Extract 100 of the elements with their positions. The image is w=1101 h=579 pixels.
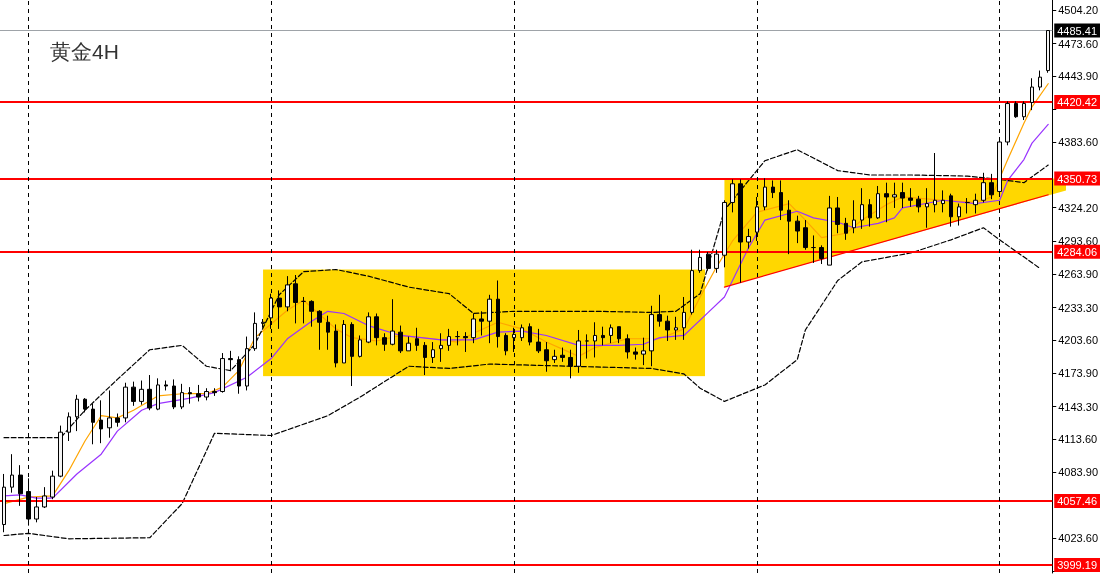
ref-line-label: 4485.41: [1057, 24, 1097, 37]
candlestick: [83, 397, 87, 413]
candlestick: [479, 310, 484, 336]
candlestick: [730, 178, 735, 213]
candlestick: [568, 349, 573, 379]
candlestick: [366, 311, 371, 344]
candlestick: [196, 384, 201, 402]
candlestick: [560, 347, 565, 363]
y-tick-label: 4203.60: [1058, 334, 1098, 347]
candlestick: [342, 319, 346, 364]
candlestick: [536, 328, 541, 354]
candlestick: [876, 185, 880, 220]
candlestick: [455, 330, 460, 346]
candlestick: [738, 178, 743, 284]
y-tick-label: 4143.30: [1058, 400, 1098, 413]
candlestick: [220, 352, 225, 394]
candlestick: [617, 326, 621, 344]
text: 黄金4H: [50, 40, 119, 63]
y-tick-label: 4083.90: [1058, 465, 1098, 478]
candlestick: [277, 289, 282, 330]
y-tick-label: 4473.60: [1058, 37, 1098, 50]
candlestick: [973, 193, 978, 214]
candlestick: [398, 325, 403, 354]
candlestick: [892, 182, 897, 209]
candlestick: [965, 197, 970, 214]
candlestick: [237, 355, 241, 395]
candlestick: [576, 329, 581, 374]
candlestick: [981, 172, 986, 203]
y-tick-label: 4324.20: [1058, 201, 1098, 214]
candlestick: [884, 182, 889, 223]
candlestick: [285, 275, 290, 312]
candlestick: [75, 394, 79, 432]
candlestick: [326, 315, 330, 351]
candlestick: [552, 349, 557, 364]
candlestick: [787, 199, 791, 255]
candlestick: [107, 389, 112, 439]
ref-line-label: 4057.46: [1057, 494, 1097, 507]
candlestick: [852, 199, 856, 234]
candlestick: [795, 215, 800, 244]
candlestick: [520, 323, 524, 342]
y-tick-label: 4383.60: [1058, 136, 1098, 149]
candlestick: [763, 177, 767, 211]
candlestick: [585, 333, 589, 360]
candlestick: [690, 249, 694, 316]
candlestick: [99, 399, 103, 444]
candlestick: [139, 380, 144, 406]
candlestick: [415, 327, 419, 352]
candlestick: [1046, 30, 1050, 74]
y-tick-label: 4173.90: [1058, 366, 1098, 379]
candlestick: [746, 228, 751, 250]
candlestick: [423, 341, 427, 376]
candlestick: [439, 332, 443, 363]
candlestick: [350, 321, 354, 387]
candlestick: [609, 323, 613, 344]
candlestick: [1022, 100, 1026, 121]
y-tick-label: 4023.60: [1058, 532, 1098, 545]
candlestick: [180, 383, 184, 410]
candlestick: [34, 496, 39, 523]
candlestick: [406, 336, 411, 352]
candlestick: [593, 321, 597, 358]
candlestick: [504, 332, 508, 356]
candlestick: [188, 386, 192, 405]
candlestick: [698, 249, 702, 274]
candlestick: [682, 296, 686, 341]
candlestick: [649, 305, 654, 367]
candlestick: [827, 195, 832, 266]
candlestick: [471, 312, 476, 344]
candlestick: [431, 341, 435, 364]
candlestick: [674, 316, 678, 341]
candlestick: [334, 323, 338, 368]
candlestick: [317, 309, 322, 351]
y-tick-label: 4233.30: [1058, 301, 1098, 314]
candlestick: [156, 377, 160, 411]
candlestick: [496, 280, 500, 349]
candlestick: [261, 318, 265, 329]
candlestick: [908, 187, 913, 208]
candlestick: [115, 413, 120, 428]
candlestick: [803, 219, 808, 251]
candlestick: [123, 382, 128, 423]
candlestick: [868, 198, 872, 228]
candlestick: [779, 179, 783, 221]
y-tick-label: 4443.90: [1058, 70, 1098, 83]
ref-line-label: 4284.06: [1057, 245, 1097, 258]
y-tick-label: 4263.90: [1058, 268, 1098, 281]
ref-line-label: 3999.19: [1057, 558, 1097, 571]
y-tick-label: 4113.60: [1058, 433, 1098, 446]
candlestick: [253, 311, 257, 352]
candlestick: [714, 249, 719, 274]
candlestick: [633, 347, 638, 361]
candlestick: [844, 217, 848, 241]
candlestick: [487, 294, 492, 344]
candlestick: [245, 336, 249, 391]
candlestick: [665, 315, 670, 342]
candlestick: [544, 341, 549, 373]
candlestick: [374, 312, 379, 346]
candlestick: [601, 326, 605, 346]
candlestick: [835, 196, 840, 234]
candlestick: [164, 380, 168, 391]
y-tick-label: 4504.20: [1058, 3, 1098, 16]
candlestick: [771, 179, 775, 199]
